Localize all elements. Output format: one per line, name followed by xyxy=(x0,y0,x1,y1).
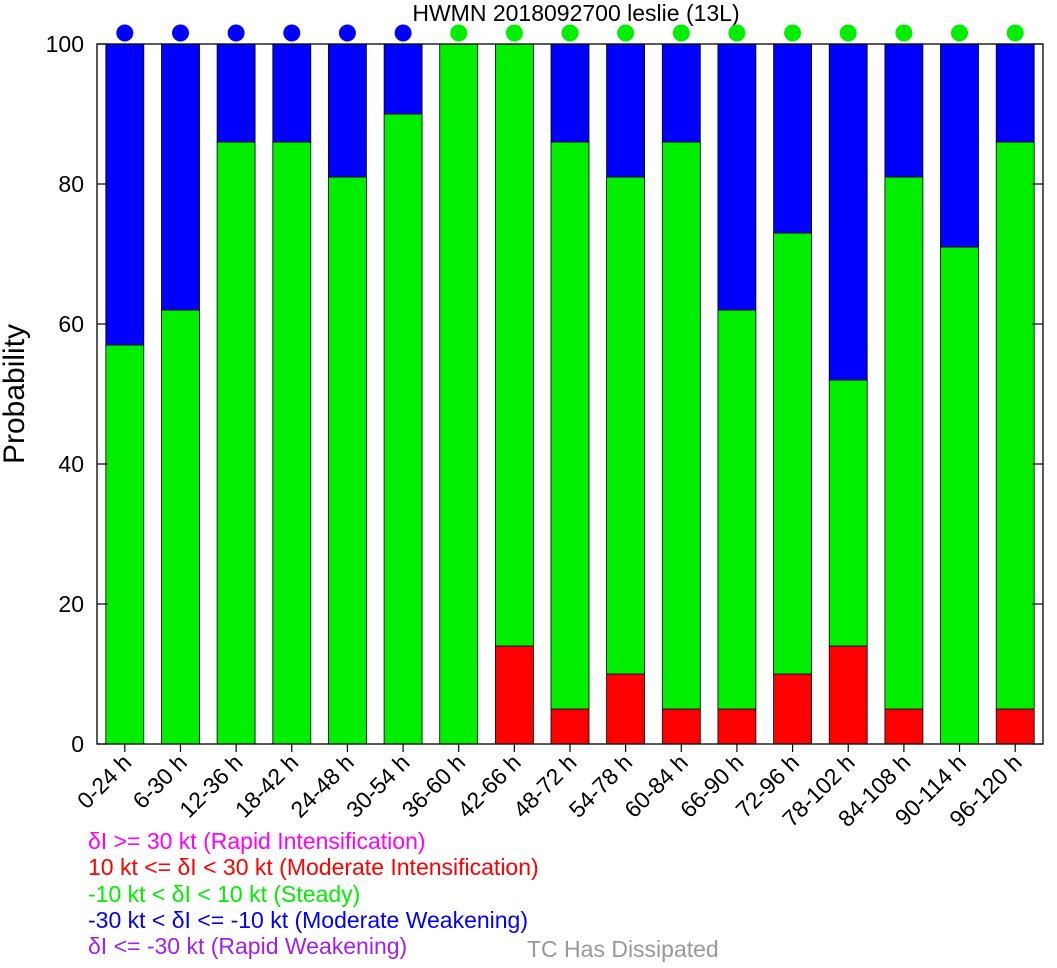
bar-segment-steady xyxy=(995,141,1035,710)
bar-segment-moderate-weakening xyxy=(995,43,1035,143)
bar-segment-steady xyxy=(550,141,590,710)
bar-segment-steady xyxy=(717,309,757,710)
y-axis-label: Probability xyxy=(0,324,31,464)
legend-moderate-intensification: 10 kt <= δI < 30 kt (Moderate Intensific… xyxy=(88,854,539,881)
legend-steady: -10 kt < δI < 10 kt (Steady) xyxy=(88,880,361,907)
dominant-marker xyxy=(728,24,746,42)
bar-segment-moderate-intensification xyxy=(995,708,1035,745)
bars-group xyxy=(105,43,1035,745)
y-tick-label: 80 xyxy=(58,171,84,197)
bar-segment-moderate-weakening xyxy=(717,43,757,311)
bar-segment-steady xyxy=(216,141,256,745)
dominant-marker xyxy=(617,24,635,42)
legend-rapid-intensification: δI >= 30 kt (Rapid Intensification) xyxy=(88,828,426,854)
x-ticks-group: 0-24 h6-30 h12-36 h18-42 h24-48 h30-54 h… xyxy=(72,744,1027,832)
y-tick-label: 40 xyxy=(58,451,84,477)
bar-segment-steady xyxy=(494,43,534,647)
bar-segment-moderate-intensification xyxy=(717,708,757,745)
legend-moderate-weakening: -30 kt < δI <= -10 kt (Moderate Weakenin… xyxy=(88,906,529,933)
bar-segment-moderate-weakening xyxy=(884,43,924,178)
bar-segment-steady xyxy=(884,176,924,710)
bar-segment-steady xyxy=(383,113,423,745)
dominant-marker xyxy=(951,24,968,42)
dominant-marker xyxy=(394,24,412,42)
bar-segment-moderate-intensification xyxy=(550,708,590,745)
bar-segment-moderate-intensification xyxy=(494,645,534,745)
bar-segment-steady xyxy=(940,246,979,745)
legend-rapid-weakening: δI <= -30 kt (Rapid Weakening) xyxy=(88,933,408,960)
bar-segment-steady xyxy=(327,176,367,745)
dominant-marker xyxy=(172,24,189,42)
bar-segment-moderate-intensification xyxy=(828,645,868,745)
dominant-marker xyxy=(895,24,913,42)
chart-title: HWMN 2018092700 leslie (13L) xyxy=(412,0,739,26)
legend: δI >= 30 kt (Rapid Intensification) 10 k… xyxy=(88,828,539,959)
dominant-marker xyxy=(450,24,468,42)
bar-segment-moderate-weakening xyxy=(216,43,256,143)
dominant-marker xyxy=(227,24,245,42)
bar-segment-moderate-weakening xyxy=(550,43,590,143)
dominant-marker xyxy=(1006,24,1024,42)
bar-segment-moderate-weakening xyxy=(828,43,868,381)
bar-segment-moderate-intensification xyxy=(606,673,645,745)
bar-segment-moderate-weakening xyxy=(773,43,812,234)
bar-segment-moderate-weakening xyxy=(606,43,645,178)
dominant-marker xyxy=(561,24,579,42)
y-ticks-group: 0 20 40 60 80 100 xyxy=(46,31,1043,757)
bar-segment-steady xyxy=(105,344,145,745)
dominant-marker xyxy=(839,24,857,42)
y-tick-label: 100 xyxy=(46,31,84,57)
bar-segment-moderate-weakening xyxy=(661,43,701,143)
bar-segment-steady xyxy=(161,309,200,745)
x-tick-label: 0-24 h xyxy=(72,749,137,814)
bar-segment-moderate-weakening xyxy=(940,43,979,248)
bar-segment-moderate-intensification xyxy=(884,708,924,745)
bar-segment-moderate-intensification xyxy=(661,708,701,745)
bar-segment-steady xyxy=(828,379,868,647)
bar-segment-moderate-intensification xyxy=(773,673,812,745)
bar-segment-moderate-weakening xyxy=(161,43,200,311)
y-tick-label: 20 xyxy=(58,591,84,617)
bar-segment-steady xyxy=(272,141,312,745)
dominant-marker xyxy=(116,24,134,42)
dominant-marker xyxy=(283,24,301,42)
bar-segment-moderate-weakening xyxy=(272,43,312,143)
plot-frame xyxy=(96,43,1044,745)
dissipated-note: TC Has Dissipated xyxy=(527,936,719,962)
dominant-marker xyxy=(672,24,690,42)
y-tick-label: 0 xyxy=(71,731,84,757)
bar-segment-moderate-weakening xyxy=(383,43,423,115)
bar-segment-steady xyxy=(773,232,812,675)
dominant-markers-group xyxy=(116,24,1024,42)
bar-segment-moderate-weakening xyxy=(327,43,367,178)
dominant-marker xyxy=(784,24,802,42)
dominant-marker xyxy=(338,24,356,42)
dominant-marker xyxy=(505,24,523,42)
bar-segment-steady xyxy=(661,141,701,710)
bar-segment-steady xyxy=(606,176,645,675)
y-tick-label: 60 xyxy=(58,311,84,337)
bar-segment-steady xyxy=(439,43,479,745)
bar-segment-moderate-weakening xyxy=(105,43,145,346)
